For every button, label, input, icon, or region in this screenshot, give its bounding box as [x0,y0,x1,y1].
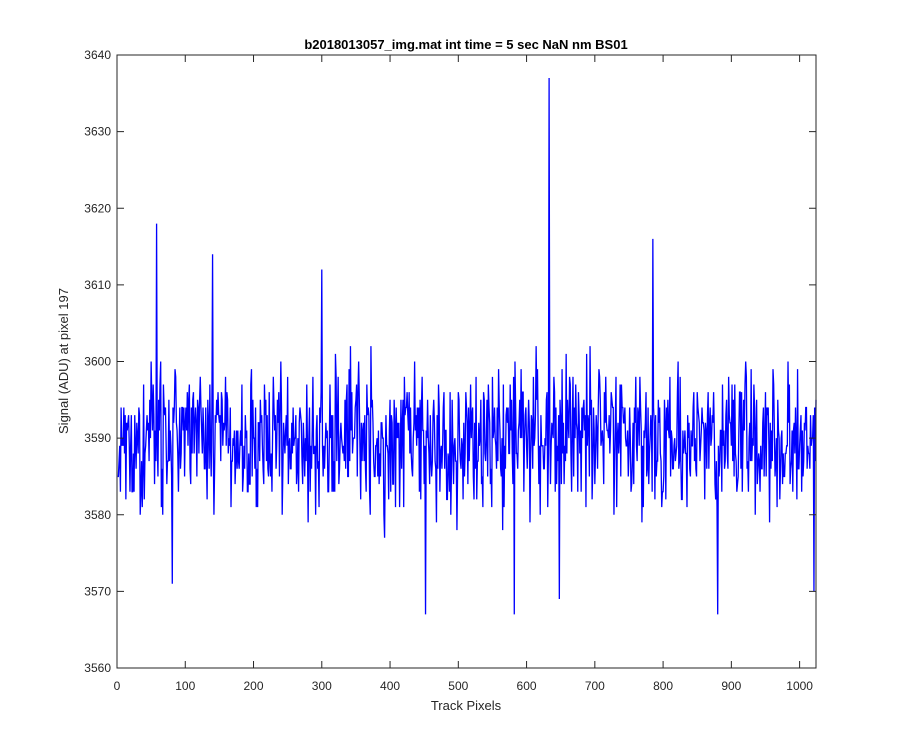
series-layer [117,77,817,615]
x-tick-label: 300 [312,679,332,693]
y-tick-label: 3580 [84,508,111,522]
x-tick-label: 400 [380,679,400,693]
x-tick-label: 600 [517,679,537,693]
plot-area [117,55,816,668]
y-tick-label: 3620 [84,201,111,215]
x-tick-label: 200 [244,679,264,693]
y-tick-label: 3600 [84,355,111,369]
x-tick-label: 800 [653,679,673,693]
y-tick-label: 3560 [84,661,111,675]
x-tick-label: 0 [114,679,121,693]
tick-layer: 0 100 200 300 400 500 600 700 800 900 1000 3560 3570… [84,48,816,693]
y-tick-label: 3570 [84,584,111,598]
x-axis-title: Track Pixels [431,698,502,713]
y-tick-label: 3610 [84,278,111,292]
series-line [117,77,817,615]
x-tick-label: 500 [448,679,468,693]
y-tick-label: 3630 [84,125,111,139]
x-tick-label: 900 [721,679,741,693]
chart-title: b2018013057_img.mat int time = 5 sec NaN… [304,37,627,52]
x-tick-label: 100 [175,679,195,693]
x-tick-label: 1000 [786,679,813,693]
y-axis-title: Signal (ADU) at pixel 197 [56,288,71,434]
y-tick-label: 3590 [84,431,111,445]
x-tick-label: 700 [585,679,605,693]
y-tick-label: 3640 [84,48,111,62]
